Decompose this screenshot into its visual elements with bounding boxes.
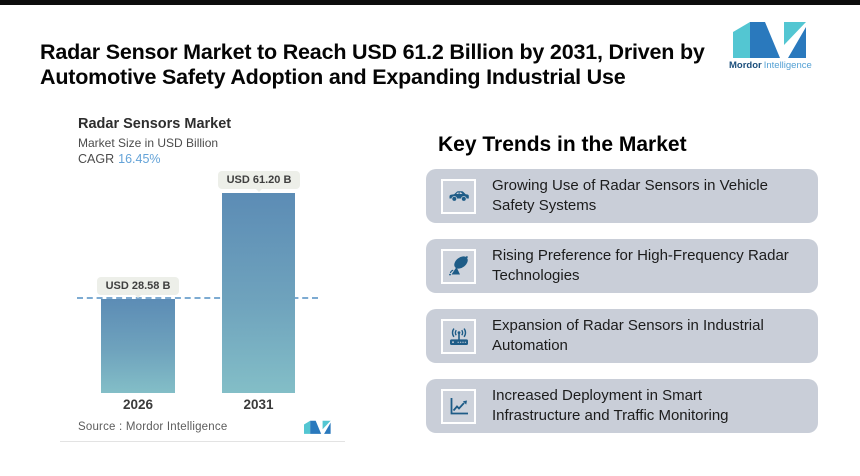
market-size-chart: Radar Sensors Market Market Size in USD … <box>60 100 345 442</box>
line-chart-icon <box>441 388 476 424</box>
satellite-dish-icon <box>441 248 476 284</box>
brand-name: Mordor Intelligence <box>729 60 812 71</box>
bar-2031 <box>222 193 295 393</box>
cagr-value: 16.45% <box>118 152 161 166</box>
page-title: Radar Sensor Market to Reach USD 61.2 Bi… <box>40 40 705 90</box>
x-axis-label-2031: 2031 <box>243 397 274 412</box>
x-axis-label-2026: 2026 <box>122 397 154 412</box>
mordor-logo-icon-small <box>304 420 331 434</box>
trend-item-industrial-automation: Expansion of Radar Sensors in Industrial… <box>426 309 818 363</box>
trend-list: Growing Use of Radar Sensors in Vehicle … <box>426 169 818 433</box>
chart-subtitle: Market Size in USD Billion <box>78 136 219 150</box>
trend-item-high-frequency: Rising Preference for High-Frequency Rad… <box>426 239 818 293</box>
trends-heading: Key Trends in the Market <box>438 133 687 157</box>
brand-logo: Mordor Intelligence <box>729 20 812 71</box>
reference-dashed-line <box>77 297 318 299</box>
trend-label: Growing Use of Radar Sensors in Vehicle … <box>492 177 768 214</box>
mordor-logo-icon <box>733 22 806 58</box>
top-accent-bar <box>0 0 860 5</box>
trend-label: Expansion of Radar Sensors in Industrial… <box>492 317 764 354</box>
bar-2026 <box>101 299 175 393</box>
car-icon <box>441 178 476 214</box>
trend-label: Increased Deployment in Smart Infrastruc… <box>492 387 729 424</box>
chart-title: Radar Sensors Market <box>78 116 232 132</box>
cagr-label: CAGR <box>78 152 115 166</box>
trend-item-vehicle-safety: Growing Use of Radar Sensors in Vehicle … <box>426 169 818 223</box>
chart-cagr: CAGR 16.45% <box>78 152 161 166</box>
source-row: Source : Mordor Intelligence <box>78 418 331 436</box>
bar-2026-value-label: USD 28.58 B <box>93 277 183 298</box>
trend-item-smart-infrastructure: Increased Deployment in Smart Infrastruc… <box>426 379 818 433</box>
bar-2031-value-label: USD 61.20 B <box>214 171 304 192</box>
wireless-router-icon <box>441 318 476 354</box>
trend-label: Rising Preference for High-Frequency Rad… <box>492 247 789 284</box>
source-note: Source : Mordor Intelligence <box>78 421 228 433</box>
